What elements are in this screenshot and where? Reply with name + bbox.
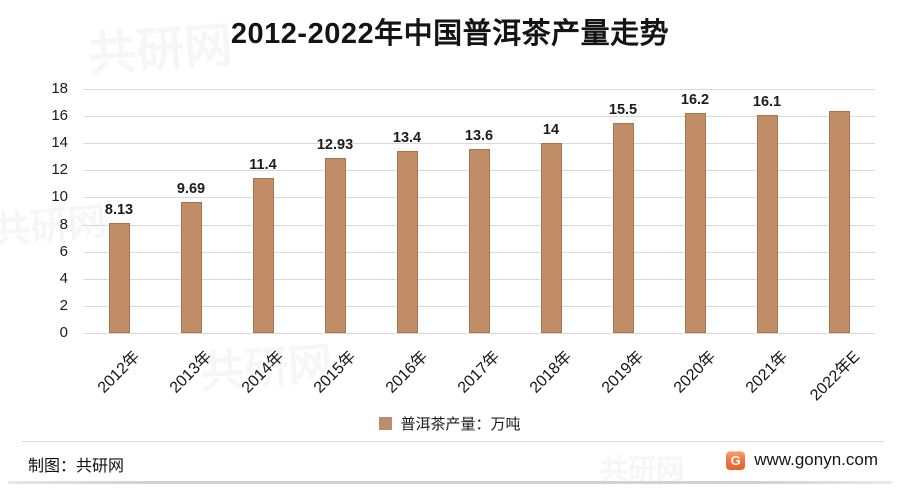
bar-value-label: 16.1 [752, 94, 782, 110]
footer-divider [22, 441, 884, 442]
bar [181, 202, 202, 333]
gridline [83, 333, 875, 334]
y-axis-tick-label: 10 [51, 188, 68, 205]
y-axis-tick-label: 4 [59, 270, 68, 287]
plot-area: 8.13 9.69 11.4 12.93 13.4 13.6 14 15.5 16.2 16.1 [83, 89, 875, 334]
legend: 普洱茶产量：万吨 [0, 413, 900, 434]
credit-text: 制图：共研网 [28, 458, 125, 475]
bar-value-label: 14 [542, 122, 560, 138]
bar-value-label: 9.69 [176, 181, 206, 197]
bar-value-label: 12.93 [316, 137, 354, 153]
website-url: www.gonyn.com [754, 450, 878, 469]
gridline [83, 143, 875, 144]
bar [253, 178, 274, 333]
gonyn-logo-icon: G [726, 450, 746, 470]
x-axis: 2012年 2013年 2014年 2015年 2016年 2017年 2018年 2019年… [83, 344, 875, 416]
bar [469, 149, 490, 333]
website-link[interactable]: G www.gonyn.com [726, 450, 878, 470]
y-axis-tick-label: 6 [59, 243, 68, 260]
y-axis-tick-label: 12 [51, 161, 68, 178]
bar-value-label: 16.2 [680, 92, 710, 108]
bar [757, 115, 778, 333]
y-axis-tick-label: 2 [59, 297, 68, 314]
bar-value-label: 13.6 [464, 128, 494, 144]
bar [325, 158, 346, 333]
legend-swatch [379, 417, 393, 430]
bottom-edge-shadow [8, 481, 892, 484]
y-axis-tick-label: 0 [59, 324, 68, 341]
bar-value-label: 15.5 [608, 102, 638, 118]
gridline [83, 89, 875, 90]
bar-value-label: 8.13 [104, 202, 134, 218]
bar [613, 123, 634, 333]
gridline [83, 116, 875, 117]
chart-title: 2012-2022年中国普洱茶产量走势 [230, 18, 670, 50]
bar-value-label: 11.4 [249, 157, 277, 173]
bar [829, 111, 850, 333]
y-axis-tick-label: 18 [51, 80, 68, 97]
y-axis-tick-label: 14 [51, 134, 68, 151]
y-axis-tick-label: 16 [51, 107, 68, 124]
bar [541, 143, 562, 333]
bar-value-label: 13.4 [392, 130, 422, 146]
legend-label: 普洱茶产量：万吨 [400, 416, 521, 433]
y-axis-tick-label: 8 [59, 216, 68, 233]
y-axis: 0 2 4 6 8 10 12 14 16 18 [0, 0, 68, 500]
bar [109, 223, 130, 333]
bar [685, 113, 706, 333]
bar [397, 151, 418, 333]
